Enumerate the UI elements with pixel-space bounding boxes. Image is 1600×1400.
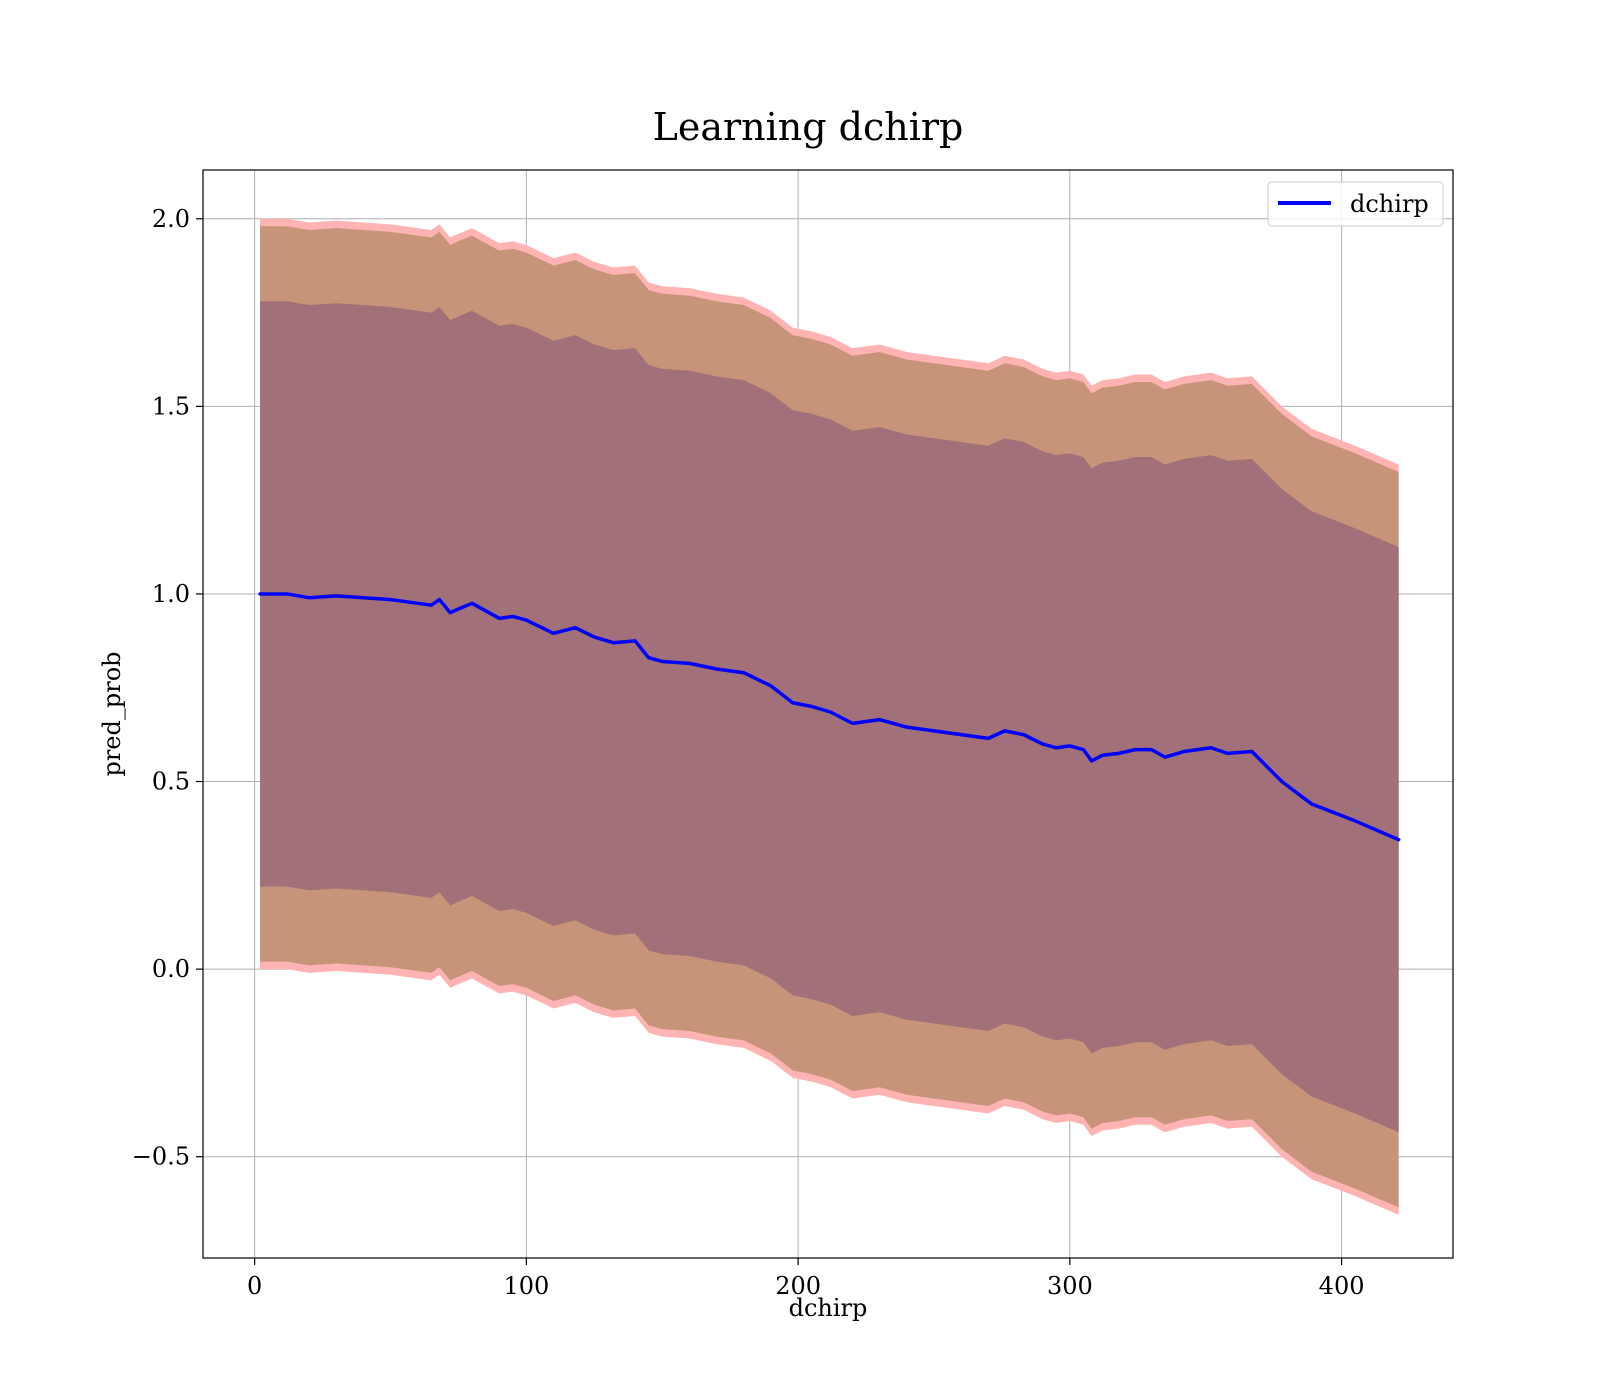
x-tick-label: 200	[775, 1272, 821, 1300]
legend-box	[1267, 181, 1444, 227]
legend: dchirp	[1267, 181, 1444, 227]
legend-label: dchirp	[1350, 190, 1429, 218]
plot-frame	[202, 169, 1454, 1259]
series-line-dchirp	[258, 592, 1401, 842]
x-tick-label: 0	[247, 1272, 262, 1300]
y-tick-label: 1.5	[152, 392, 190, 420]
x-tick-label: 300	[1047, 1272, 1093, 1300]
x-tick-label: 400	[1319, 1272, 1365, 1300]
series-lines	[258, 592, 1401, 842]
y-axis-ticks: −0.5 0.0 0.5 1.0 1.5 2.0	[132, 205, 203, 1171]
confidence-bands	[260, 218, 1399, 1215]
y-tick-label: −0.5	[132, 1143, 190, 1171]
y-axis-label: pred_prob	[98, 651, 126, 776]
x-axis-ticks: 0 100 200 300 400	[247, 1258, 1365, 1300]
y-tick-label: 0.5	[152, 768, 190, 796]
x-tick-label: 100	[503, 1272, 549, 1300]
y-tick-label: 2.0	[152, 205, 190, 233]
inner-band-area	[260, 301, 1399, 1133]
chart-title: Learning dchirp	[653, 105, 964, 149]
y-tick-label: 0.0	[152, 955, 190, 983]
x-axis-label: dchirp	[789, 1294, 868, 1322]
y-tick-label: 1.0	[152, 580, 190, 608]
